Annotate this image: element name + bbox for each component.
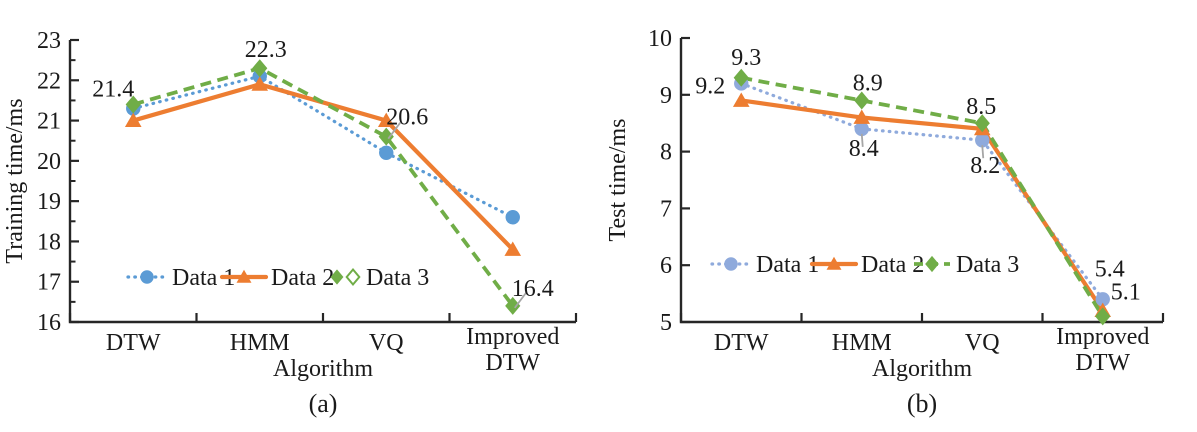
y-tick-label: 5 xyxy=(660,310,672,336)
legend-item-data-3: Data 3 xyxy=(330,265,429,291)
y-tick-label: 20 xyxy=(37,149,61,175)
series-marker-data-2 xyxy=(377,112,395,127)
x-axis-title: Algorithm xyxy=(273,356,373,382)
category-label: Improved xyxy=(1056,324,1149,350)
annotation-label: 9.3 xyxy=(731,45,761,71)
annotation-label: 22.3 xyxy=(245,37,287,63)
y-tick-label: 22 xyxy=(37,68,61,94)
y-tick-label: 10 xyxy=(648,26,672,52)
y-tick-label: 7 xyxy=(660,196,672,222)
legend-label: Data 3 xyxy=(366,265,429,291)
series-marker-data-2 xyxy=(124,112,142,127)
legend-label: Data 1 xyxy=(756,252,819,278)
series-marker-data-1 xyxy=(379,145,394,160)
annotation-label: 8.4 xyxy=(849,136,879,162)
series-marker-data-3 xyxy=(505,296,521,315)
series-marker-data-1 xyxy=(505,210,520,225)
annotation-label: 8.5 xyxy=(966,94,996,120)
series-marker-data-3 xyxy=(125,95,141,114)
y-tick-label: 21 xyxy=(37,109,61,135)
annotation-label: 20.6 xyxy=(386,105,428,131)
category-label: HMM xyxy=(230,330,290,356)
series-marker-data-1 xyxy=(975,133,990,148)
annotation-label: 21.4 xyxy=(92,76,134,102)
chart-a-panel: 16 17 18 19 20 21 22 23 DTW HMM VQ Improved DTW Train… xyxy=(0,0,598,432)
series-marker-data-3 xyxy=(733,68,749,87)
chart-b-panel: 5 6 7 8 9 10 DTW HMM VQ Improved DTW Test time/ms Al… xyxy=(598,0,1197,432)
series-line-data-2 xyxy=(131,82,515,252)
annotation-label: 5.4 xyxy=(1095,256,1125,282)
legend-item-data-3: Data 3 xyxy=(914,252,1019,278)
series-marker-data-3 xyxy=(252,59,268,78)
annotation-label: 5.1 xyxy=(1111,279,1141,305)
x-axis-title: Algorithm xyxy=(872,356,972,382)
category-label: DTW xyxy=(714,330,769,356)
legend-sample-marker xyxy=(236,269,252,283)
y-tick-label: 6 xyxy=(660,253,672,279)
series-marker-data-1 xyxy=(1095,292,1110,307)
legend-sample-marker xyxy=(925,255,939,273)
y-tick-label: 9 xyxy=(660,83,672,109)
series-line-data-2 xyxy=(739,98,1105,313)
annotation-label: 9.2 xyxy=(695,73,725,99)
category-label: HMM xyxy=(832,330,892,356)
chart-caption: (b) xyxy=(907,389,937,418)
legend-item-data-2: Data 2 xyxy=(219,265,334,291)
y-tick-label: 19 xyxy=(37,189,61,215)
series-marker-data-1 xyxy=(854,121,869,137)
annotation-label: 8.9 xyxy=(853,70,883,96)
series-marker-data-2 xyxy=(853,109,871,124)
legend-sample-marker xyxy=(330,269,344,285)
y-axis-title: Training time/ms xyxy=(2,98,28,263)
annotation-leader xyxy=(981,145,985,159)
annotation-label: 8.2 xyxy=(970,153,1000,179)
series-marker-data-2 xyxy=(251,76,269,91)
series-marker-data-3 xyxy=(378,127,394,146)
category-label: DTW xyxy=(106,330,161,356)
series-marker-data-2 xyxy=(732,92,750,107)
legend-sample-marker-open xyxy=(345,267,361,287)
series-marker-data-3 xyxy=(974,114,990,133)
annotation-leader xyxy=(514,291,528,309)
legend-label: Data 3 xyxy=(956,252,1019,278)
series-marker-data-3 xyxy=(854,91,870,110)
y-axis-title: Test time/ms xyxy=(605,119,631,242)
annotation-leader xyxy=(387,122,401,140)
y-tick-label: 16 xyxy=(37,310,61,336)
annotation-leader xyxy=(860,133,864,147)
series-line-data-1 xyxy=(131,74,515,219)
legend-label: Data 2 xyxy=(861,252,924,278)
series-marker-data-2 xyxy=(504,241,522,256)
axis-frame xyxy=(679,38,1163,324)
legend-item-data-1: Data 1 xyxy=(126,265,235,291)
legend-item-data-1: Data 1 xyxy=(710,252,819,278)
legend-sample-marker xyxy=(826,256,842,270)
y-tick-label: 18 xyxy=(37,229,61,255)
y-tick-label: 8 xyxy=(660,140,672,166)
chart-caption: (a) xyxy=(309,389,338,418)
series-line-data-1 xyxy=(739,81,1105,301)
y-tick-label: 17 xyxy=(37,270,61,296)
category-label: VQ xyxy=(965,330,1000,356)
y-tick-label: 23 xyxy=(37,28,61,54)
category-label: DTW xyxy=(1075,350,1130,376)
category-label: DTW xyxy=(485,350,540,376)
category-label: Improved xyxy=(466,324,559,350)
legend-sample-marker xyxy=(724,257,738,271)
series-line-data-3 xyxy=(740,75,1105,318)
annotation-label: 16.4 xyxy=(512,276,554,302)
legend-label: Data 2 xyxy=(271,265,334,291)
legend-sample-marker xyxy=(140,270,154,284)
legend-item-data-2: Data 2 xyxy=(809,252,924,278)
category-label: VQ xyxy=(369,330,404,356)
